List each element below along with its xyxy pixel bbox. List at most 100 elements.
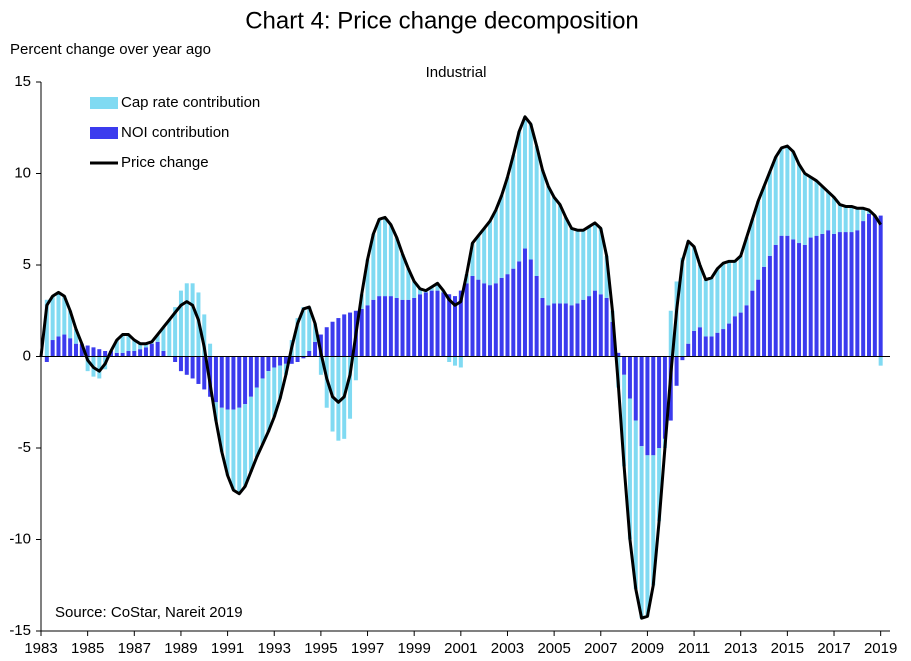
x-tick-label: 1997	[351, 640, 384, 657]
bar	[143, 347, 148, 357]
bar	[114, 340, 119, 353]
bar	[120, 334, 125, 353]
bar	[575, 230, 580, 304]
bar	[248, 396, 253, 472]
bar	[114, 352, 119, 357]
bar	[423, 292, 428, 357]
bar	[604, 255, 609, 298]
bar	[662, 356, 667, 439]
bar	[528, 124, 533, 260]
bar	[231, 356, 236, 410]
y-tick-label: -10	[9, 530, 31, 547]
y-tick-label: 0	[23, 347, 31, 364]
x-tick-label: 1995	[304, 640, 337, 657]
legend-label: NOI contribution	[121, 124, 229, 141]
bar	[592, 290, 597, 357]
x-tick-label: 1987	[118, 640, 151, 657]
bar	[843, 206, 848, 233]
bar	[56, 336, 61, 357]
bar	[85, 345, 90, 357]
bar	[260, 356, 265, 379]
bar	[674, 356, 679, 386]
bar	[132, 340, 137, 352]
bar	[709, 336, 714, 357]
bar	[697, 327, 702, 357]
bar	[732, 261, 737, 317]
bar	[563, 303, 568, 357]
bar	[476, 279, 481, 357]
bar	[453, 356, 458, 366]
bar	[569, 305, 574, 357]
bar	[418, 294, 423, 357]
x-tick-label: 2013	[724, 640, 757, 657]
bar	[814, 235, 819, 357]
bar	[50, 340, 55, 357]
bar	[254, 387, 259, 458]
bar	[832, 197, 837, 234]
bar	[383, 296, 388, 357]
bar	[289, 356, 294, 364]
bar	[394, 237, 399, 298]
bar	[388, 296, 393, 357]
bar	[278, 356, 283, 366]
bar	[348, 312, 353, 357]
bar	[371, 299, 376, 357]
bar	[202, 356, 207, 390]
bar	[797, 164, 802, 244]
bar	[837, 204, 842, 233]
bar	[697, 265, 702, 328]
bar	[301, 307, 306, 357]
bar	[750, 219, 755, 291]
x-tick-label: 1983	[24, 640, 57, 657]
bar	[412, 297, 417, 357]
bar	[587, 296, 592, 357]
bar	[855, 230, 860, 357]
x-tick-label: 2019	[864, 640, 897, 657]
bar	[867, 213, 872, 357]
bar	[639, 446, 644, 619]
bar	[528, 259, 533, 357]
bar	[703, 279, 708, 337]
bar	[167, 319, 172, 357]
bar	[569, 228, 574, 306]
bar	[272, 367, 277, 417]
bar	[499, 277, 504, 357]
x-tick-label: 2007	[584, 640, 617, 657]
bar	[482, 228, 487, 284]
bar	[517, 131, 522, 262]
bar	[826, 191, 831, 231]
bar	[155, 341, 160, 357]
bar	[348, 356, 353, 419]
bar	[493, 210, 498, 284]
bar	[447, 356, 452, 362]
bar	[721, 263, 726, 330]
subtitle: Industrial	[426, 64, 487, 81]
bar	[517, 261, 522, 357]
bar	[307, 351, 312, 357]
bar	[540, 297, 545, 357]
bar	[394, 297, 399, 357]
bar	[50, 296, 55, 341]
bar	[283, 356, 288, 364]
bar	[68, 310, 73, 339]
bar	[791, 151, 796, 240]
bar	[219, 407, 224, 452]
bar	[738, 255, 743, 313]
bar	[464, 283, 469, 357]
bar	[266, 371, 271, 432]
bar	[598, 294, 603, 357]
bar	[820, 233, 825, 357]
bar	[727, 323, 732, 357]
bar	[173, 356, 178, 362]
bar	[487, 221, 492, 286]
bar	[173, 307, 178, 357]
bar	[832, 233, 837, 357]
bar	[762, 186, 767, 267]
bar	[97, 356, 102, 379]
bar	[849, 232, 854, 357]
bar	[371, 233, 376, 300]
bar	[441, 292, 446, 357]
bar	[651, 455, 656, 586]
bar	[470, 275, 475, 357]
bar	[732, 316, 737, 357]
